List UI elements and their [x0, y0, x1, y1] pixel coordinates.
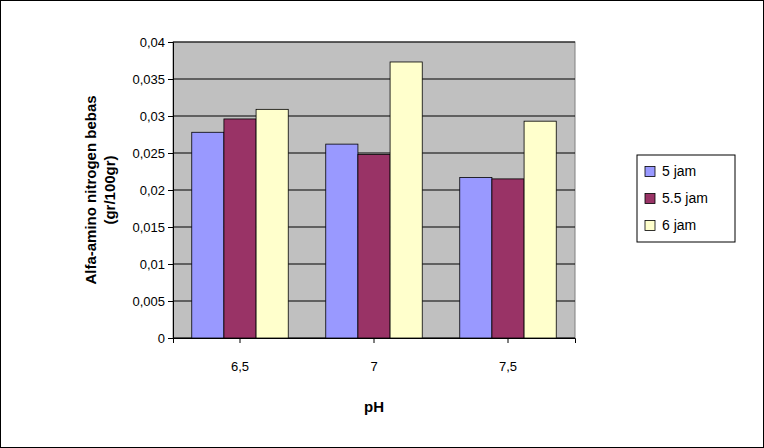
bar	[192, 132, 224, 338]
y-tick-mark	[168, 116, 173, 117]
chart: 0 0,005 0,01 0,015 0,02 0,025 0,03 0,035 0,04 6,5…	[0, 0, 764, 448]
x-tick: 7,5	[499, 338, 517, 374]
legend-swatch	[645, 221, 655, 231]
legend-label: 5 jam	[662, 163, 696, 179]
y-tick: 0,005	[132, 294, 173, 309]
y-axis-title-line: (gr/100gr)	[101, 155, 118, 224]
grid	[173, 42, 575, 338]
legend-box	[637, 155, 735, 242]
y-tick: 0,02	[140, 183, 173, 198]
x-tick-mark	[374, 338, 375, 343]
y-tick-mark	[168, 42, 173, 43]
y-tick-mark	[168, 79, 173, 80]
grid-line	[173, 79, 575, 80]
x-axis-line	[174, 339, 576, 344]
x-tick: 6,5	[231, 338, 249, 374]
bars	[192, 62, 556, 338]
x-tick-label: 7,5	[499, 359, 517, 374]
y-tick-label: 0,03	[140, 109, 165, 124]
legend: 5 jam 5.5 jam 6 jam	[637, 155, 735, 242]
y-tick: 0,04	[140, 35, 173, 50]
grid-line	[173, 42, 575, 43]
y-tick-label: 0	[158, 331, 165, 346]
grid-line	[173, 116, 575, 117]
y-tick: 0	[158, 331, 173, 346]
y-tick-mark	[168, 227, 173, 228]
y-tick-mark	[168, 153, 173, 154]
y-tick-label: 0,02	[140, 183, 165, 198]
y-axis: 0 0,005 0,01 0,015 0,02 0,025 0,03 0,035 0,04	[132, 35, 173, 346]
x-tick: 7	[370, 338, 377, 374]
y-tick-label: 0,04	[140, 35, 165, 50]
x-tick-label: 6,5	[231, 359, 249, 374]
legend-label: 6 jam	[662, 217, 696, 233]
y-tick-label: 0,005	[132, 294, 165, 309]
y-tick: 0,01	[140, 257, 173, 272]
x-tick-label: 7	[370, 359, 377, 374]
y-tick-label: 0,035	[132, 72, 165, 87]
x-tick-mark	[240, 338, 241, 343]
bar	[460, 177, 492, 338]
chart-border	[1, 1, 764, 448]
x-tick-mark	[508, 338, 509, 343]
legend-swatch	[645, 194, 655, 204]
y-axis-line	[168, 43, 174, 339]
bar	[358, 154, 390, 338]
x-axis-title: pH	[364, 398, 384, 415]
bar	[524, 121, 556, 338]
y-tick-label: 0,025	[132, 146, 165, 161]
legend-swatch	[645, 167, 655, 177]
bar	[326, 144, 358, 338]
plot-area	[173, 42, 575, 338]
y-tick-mark	[168, 338, 173, 339]
y-tick-label: 0,01	[140, 257, 165, 272]
y-axis-title-line: Alfa-amino nitrogen bebas	[82, 95, 99, 284]
y-tick-label: 0,015	[132, 220, 165, 235]
y-tick: 0,025	[132, 146, 173, 161]
bar	[224, 119, 256, 338]
bar	[256, 109, 288, 338]
y-tick: 0,015	[132, 220, 173, 235]
y-tick-mark	[168, 264, 173, 265]
y-tick-mark	[168, 190, 173, 191]
x-axis: 6,5 7 7,5	[174, 338, 576, 374]
y-tick: 0,03	[140, 109, 173, 124]
bar	[390, 62, 422, 338]
legend-label: 5.5 jam	[662, 190, 708, 206]
bar	[492, 179, 524, 338]
y-tick: 0,035	[132, 72, 173, 87]
y-axis-title: Alfa-amino nitrogen bebas(gr/100gr)	[82, 95, 118, 284]
y-tick-mark	[168, 301, 173, 302]
